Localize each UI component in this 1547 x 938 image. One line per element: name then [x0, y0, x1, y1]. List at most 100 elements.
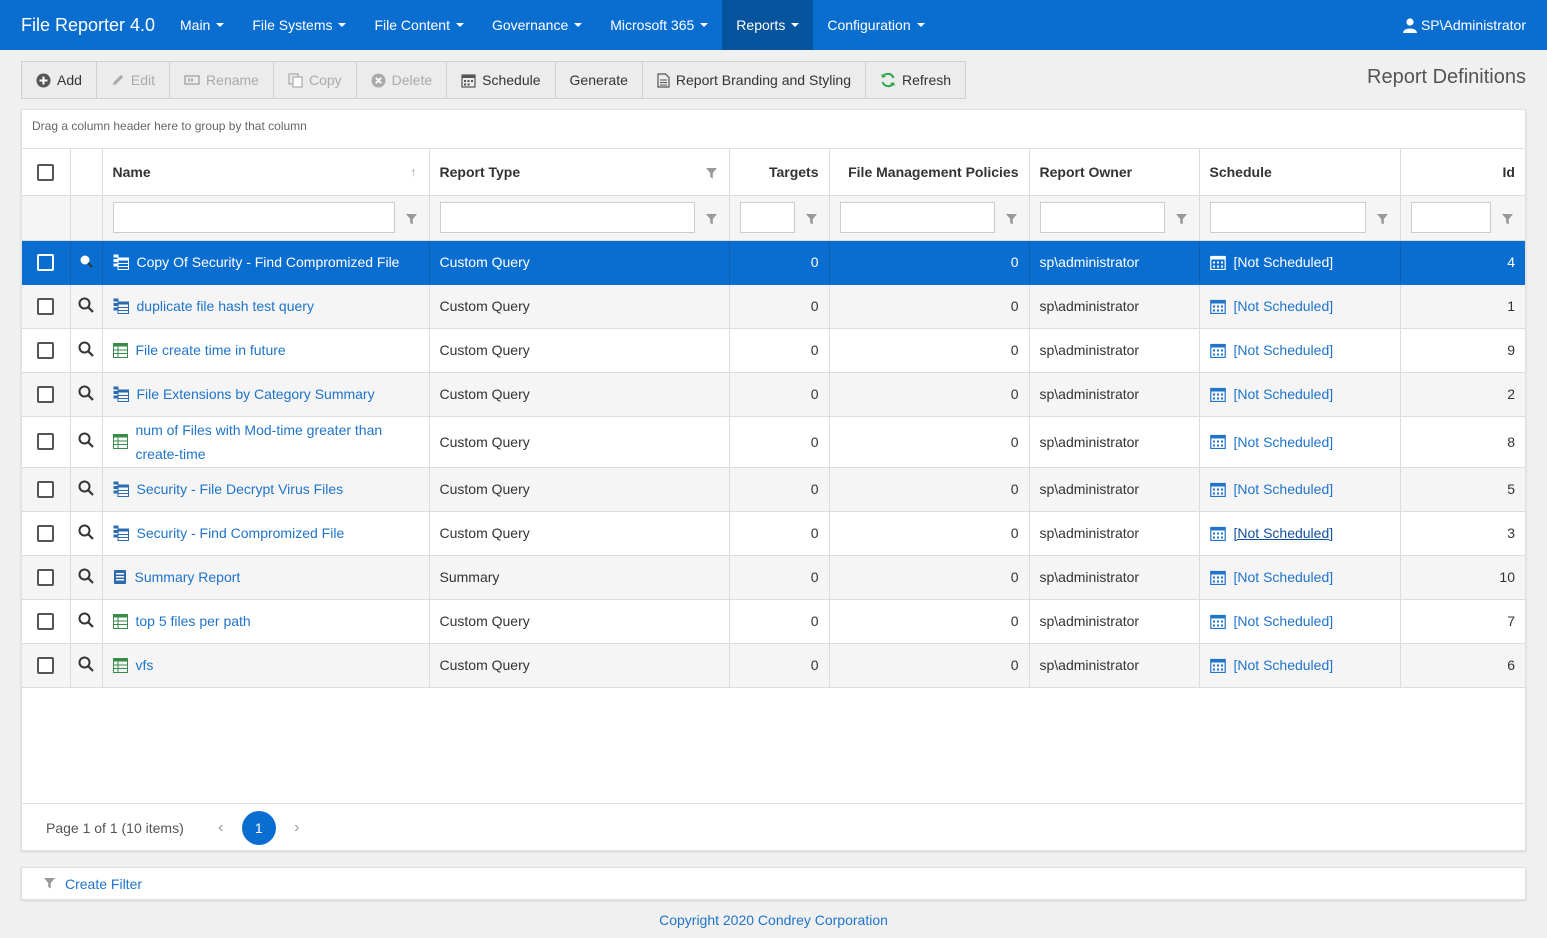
- row-preview-cell[interactable]: [70, 284, 103, 329]
- filter-icon[interactable]: [405, 212, 417, 228]
- copy-button[interactable]: Copy: [274, 62, 357, 98]
- table-row[interactable]: vfs Custom Query 0 0 sp\administrator [Not Sc…: [22, 643, 1525, 688]
- column-header-report-owner[interactable]: Report Owner: [1029, 149, 1200, 196]
- report-name-link[interactable]: vfs: [135, 657, 154, 673]
- row-checkbox[interactable]: [37, 341, 55, 359]
- table-row[interactable]: Copy Of Security - Find Compromized File…: [22, 240, 1525, 285]
- row-preview-cell[interactable]: [70, 416, 103, 468]
- report-owner-cell: sp\administrator: [1029, 643, 1200, 688]
- schedule-link[interactable]: [Not Scheduled]: [1233, 613, 1334, 629]
- table-row[interactable]: File Extensions by Category Summary Custo…: [22, 372, 1525, 417]
- nav-reports-label: Reports: [736, 17, 786, 33]
- table-row[interactable]: top 5 files per path Custom Query 0 0 sp\adm…: [22, 599, 1525, 644]
- report-name-link[interactable]: num of Files with Mod-time greater than …: [135, 421, 383, 462]
- column-header-targets[interactable]: Targets: [729, 149, 830, 196]
- filter-icon[interactable]: [705, 212, 717, 228]
- table-row[interactable]: num of Files with Mod-time greater than …: [22, 416, 1525, 468]
- user-menu[interactable]: SP\Administrator: [1402, 0, 1526, 50]
- group-panel[interactable]: Drag a column header here to group by th…: [22, 110, 1525, 149]
- edit-button[interactable]: Edit: [97, 62, 171, 98]
- report-type-filter-input[interactable]: [439, 202, 695, 233]
- report-name-link[interactable]: Summary Report: [134, 569, 241, 585]
- filter-icon[interactable]: [705, 166, 717, 182]
- schedule-link[interactable]: [Not Scheduled]: [1233, 298, 1334, 314]
- schedule-link[interactable]: [Not Scheduled]: [1233, 481, 1334, 497]
- row-checkbox[interactable]: [37, 480, 55, 498]
- report-branding-button[interactable]: Report Branding and Styling: [643, 62, 866, 98]
- nav-file-systems[interactable]: File Systems: [238, 0, 360, 50]
- filter-icon[interactable]: [1376, 212, 1388, 228]
- report-name-link[interactable]: File create time in future: [135, 342, 286, 358]
- filter-icon[interactable]: [805, 212, 817, 228]
- table-row[interactable]: Security - Find Compromized File Custom Q…: [22, 511, 1525, 556]
- row-checkbox[interactable]: [37, 656, 55, 674]
- select-all-checkbox[interactable]: [37, 163, 55, 181]
- page-button-current[interactable]: 1: [241, 810, 276, 845]
- row-preview-cell[interactable]: [70, 372, 103, 417]
- row-checkbox[interactable]: [37, 385, 55, 403]
- nav-governance[interactable]: Governance: [478, 0, 596, 50]
- row-preview-cell[interactable]: [70, 240, 103, 285]
- column-header-file-management-policies[interactable]: File Management Policies: [829, 149, 1030, 196]
- delete-button[interactable]: Delete: [357, 62, 448, 98]
- schedule-link[interactable]: [Not Scheduled]: [1233, 386, 1334, 402]
- schedule-filter-input[interactable]: [1209, 202, 1366, 233]
- filter-icon[interactable]: [1175, 212, 1187, 228]
- row-checkbox[interactable]: [37, 524, 55, 542]
- nav-configuration[interactable]: Configuration: [813, 0, 938, 50]
- report-owner-cell: sp\administrator: [1029, 240, 1200, 285]
- report-name-link[interactable]: top 5 files per path: [135, 613, 251, 629]
- table-row[interactable]: Summary Report Summary 0 0 sp\administrator[…: [22, 555, 1525, 600]
- row-checkbox[interactable]: [37, 612, 55, 630]
- row-checkbox[interactable]: [37, 433, 55, 451]
- row-checkbox[interactable]: [37, 568, 55, 586]
- row-preview-cell[interactable]: [70, 467, 103, 512]
- schedule-link[interactable]: [Not Scheduled]: [1233, 525, 1334, 541]
- owner-filter-input[interactable]: [1039, 202, 1165, 233]
- chevron-right-icon[interactable]: ›: [294, 818, 300, 836]
- report-name-link[interactable]: Security - Find Compromized File: [136, 525, 345, 541]
- id-filter-input[interactable]: [1410, 202, 1491, 233]
- policies-filter-input[interactable]: [839, 202, 995, 233]
- row-checkbox[interactable]: [37, 297, 55, 315]
- report-name-link[interactable]: Copy Of Security - Find Compromized File: [136, 254, 400, 270]
- schedule-link[interactable]: [Not Scheduled]: [1233, 342, 1334, 358]
- column-header-name[interactable]: Name ↑: [102, 149, 430, 196]
- table-row[interactable]: File create time in future Custom Query 0 0…: [22, 328, 1525, 373]
- filter-icon[interactable]: [1005, 212, 1017, 228]
- row-preview-cell[interactable]: [70, 643, 103, 688]
- row-preview-cell[interactable]: [70, 599, 103, 644]
- report-name-link[interactable]: duplicate file hash test query: [136, 298, 314, 314]
- column-header-id[interactable]: Id: [1400, 149, 1525, 196]
- schedule-link[interactable]: [Not Scheduled]: [1233, 433, 1334, 450]
- schedule-link[interactable]: [Not Scheduled]: [1233, 569, 1334, 585]
- nav-microsoft-365[interactable]: Microsoft 365: [596, 0, 722, 50]
- report-name-link[interactable]: Security - File Decrypt Virus Files: [136, 481, 344, 497]
- app-title[interactable]: File Reporter 4.0: [21, 14, 156, 35]
- schedule-link[interactable]: [Not Scheduled]: [1233, 657, 1334, 673]
- column-header-schedule[interactable]: Schedule: [1199, 149, 1401, 196]
- chevron-left-icon[interactable]: ‹: [218, 818, 224, 836]
- table-row[interactable]: duplicate file hash test query Custom Que…: [22, 284, 1525, 329]
- targets-filter-input[interactable]: [739, 202, 795, 233]
- schedule-link[interactable]: [Not Scheduled]: [1233, 254, 1334, 270]
- refresh-button[interactable]: Refresh: [866, 62, 965, 98]
- row-preview-cell[interactable]: [70, 555, 103, 600]
- nav-main[interactable]: Main: [166, 0, 238, 50]
- name-filter-input[interactable]: [112, 202, 395, 233]
- rename-button[interactable]: Rename: [170, 62, 274, 98]
- create-filter-link[interactable]: Create Filter: [65, 875, 143, 892]
- generate-button[interactable]: Generate: [556, 62, 643, 98]
- nav-reports[interactable]: Reports: [722, 0, 814, 50]
- nav-file-content[interactable]: File Content: [360, 0, 477, 50]
- report-name-link[interactable]: File Extensions by Category Summary: [136, 386, 375, 402]
- row-preview-cell[interactable]: [70, 511, 103, 556]
- row-checkbox[interactable]: [37, 253, 55, 271]
- table-row[interactable]: Security - File Decrypt Virus Files Custo…: [22, 467, 1525, 512]
- schedule-button[interactable]: Schedule: [447, 62, 556, 98]
- row-preview-cell[interactable]: [70, 328, 103, 373]
- sort-ascending-icon[interactable]: ↑: [410, 165, 417, 179]
- column-header-report-type[interactable]: Report Type: [429, 149, 730, 196]
- add-button[interactable]: Add: [22, 62, 97, 98]
- filter-icon[interactable]: [1502, 212, 1513, 228]
